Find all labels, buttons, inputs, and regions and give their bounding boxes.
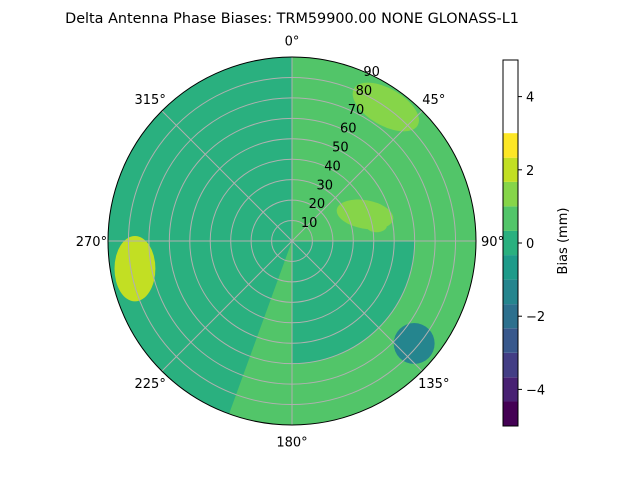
- contour-region-center-east-lobe: [336, 199, 394, 230]
- radial-tick-label-50: 50: [332, 141, 349, 156]
- angular-tick-label-135: 135°: [418, 377, 449, 392]
- radial-tick-label-30: 30: [316, 178, 333, 193]
- colorbar-segment: [503, 230, 518, 256]
- colorbar-segment: [503, 206, 518, 231]
- colorbar: −4 −2 0 2 4: [502, 59, 545, 427]
- colorbar-segment: [503, 157, 518, 182]
- colorbar-segment: [503, 304, 518, 329]
- radial-tick-label-10: 10: [301, 216, 318, 231]
- contour-region-se-low-lobe: [393, 323, 435, 364]
- radial-tick-label-70: 70: [348, 103, 365, 118]
- angular-tick-label-315: 315°: [135, 93, 166, 108]
- colorbar-tick-label: −2: [526, 310, 545, 325]
- polar-frame: [107, 56, 477, 426]
- angular-gridline-315: [161, 110, 293, 242]
- colorbar-segment: [503, 181, 518, 207]
- angular-tick-label-0: 0°: [285, 34, 300, 49]
- radial-tick-label-80: 80: [356, 84, 373, 99]
- angular-gridline-225: [161, 240, 293, 372]
- contour-region-west-high-lobe: [114, 235, 156, 302]
- angular-tick-label-90: 90°: [481, 235, 504, 250]
- colorbar-segment: [503, 279, 518, 305]
- radial-tick-label-90: 90: [363, 65, 380, 80]
- radial-tick-label-20: 20: [309, 197, 326, 212]
- chart-title: Delta Antenna Phase Biases: TRM59900.00 …: [65, 11, 519, 27]
- radial-tick-label-60: 60: [340, 122, 357, 137]
- colorbar-segment: [503, 255, 518, 280]
- colorbar-segment: [503, 401, 518, 426]
- colorbar-tick-label: −4: [526, 383, 545, 398]
- radial-tick-label-40: 40: [324, 159, 341, 174]
- polar-grid: [108, 57, 476, 425]
- angular-tick-label-270: 270°: [76, 235, 107, 250]
- angular-tick-label-225: 225°: [135, 377, 166, 392]
- contour-region-nw-band: [108, 57, 292, 414]
- colorbar-tick-label: 4: [526, 91, 534, 106]
- angular-tick-labels: 0° 45° 90° 135° 180° 225° 270° 315°: [76, 34, 504, 450]
- colorbar-segment: [503, 133, 518, 158]
- colorbar-tick-label: 2: [526, 164, 534, 179]
- angular-tick-label-45: 45°: [422, 93, 445, 108]
- colorbar-segment: [503, 377, 518, 402]
- colorbar-segment: [503, 328, 518, 353]
- radial-tick-labels: 10 20 30 40 50 60 70 80 90: [301, 65, 380, 231]
- angular-tick-label-180: 180°: [276, 436, 307, 451]
- colorbar-label: Bias (mm): [556, 208, 571, 275]
- angular-gridline-135: [291, 240, 423, 372]
- colorbar-segment: [503, 352, 518, 378]
- colorbar-tick-label: 0: [526, 237, 534, 252]
- angular-gridline-45: [291, 110, 423, 242]
